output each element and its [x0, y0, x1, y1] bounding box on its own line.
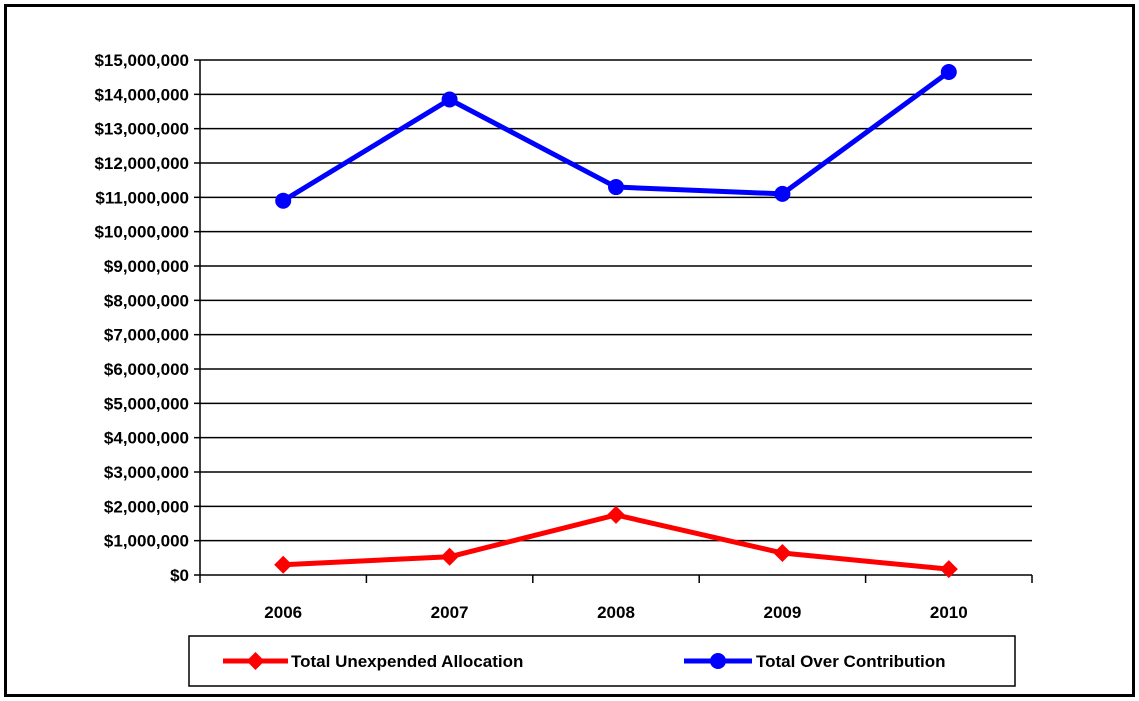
- x-tick-label: 2007: [431, 603, 469, 622]
- data-point: [773, 544, 792, 563]
- data-point: [939, 560, 958, 579]
- y-tick-label: $4,000,000: [104, 429, 189, 448]
- y-tick-label: $0: [170, 566, 189, 585]
- gridlines: [200, 59, 1032, 542]
- y-tick-label: $6,000,000: [104, 360, 189, 379]
- data-point: [608, 179, 624, 196]
- y-tick-label: $10,000,000: [94, 223, 189, 242]
- x-axis-tick-labels: 2006 2007 2008 2009 2010: [264, 603, 967, 622]
- chart-frame: [4, 4, 1135, 697]
- data-point: [607, 505, 625, 524]
- y-tick-label: $13,000,000: [94, 120, 189, 139]
- y-tick-label: $1,000,000: [104, 532, 189, 551]
- legend-marker: [246, 652, 265, 670]
- series-group: [274, 64, 958, 579]
- legend: Total Unexpended Allocation Total Over Co…: [188, 635, 1016, 687]
- y-tick-label: $5,000,000: [104, 394, 189, 413]
- y-tick-label: $14,000,000: [94, 85, 189, 104]
- y-axis-tick-labels: $0 $1,000,000 $2,000,000 $3,000,000 $4,000,0…: [94, 51, 189, 585]
- y-tick-label: $15,000,000: [94, 51, 189, 70]
- x-tick-label: 2009: [763, 603, 801, 622]
- legend-label: Total Unexpended Allocation: [291, 652, 523, 671]
- data-point: [940, 64, 957, 81]
- y-tick-label: $7,000,000: [104, 326, 189, 345]
- y-tick-label: $2,000,000: [104, 497, 189, 516]
- legend-label: Total Over Contribution: [756, 652, 946, 671]
- y-tick-label: $8,000,000: [104, 291, 189, 310]
- y-tick-label: $9,000,000: [104, 257, 189, 276]
- y-tick-label: $3,000,000: [104, 463, 189, 482]
- x-tick-label: 2008: [597, 603, 635, 622]
- data-point: [274, 555, 293, 574]
- data-point: [275, 192, 292, 209]
- data-point: [441, 91, 458, 108]
- legend-box: [188, 635, 1016, 687]
- legend-marker: [710, 653, 726, 669]
- y-tick-label: $12,000,000: [94, 154, 189, 173]
- data-point: [440, 547, 459, 566]
- axes: [194, 59, 1033, 583]
- y-tick-label: $11,000,000: [95, 188, 189, 207]
- data-point: [774, 185, 791, 202]
- x-tick-label: 2010: [930, 603, 968, 622]
- x-tick-label: 2006: [264, 603, 302, 622]
